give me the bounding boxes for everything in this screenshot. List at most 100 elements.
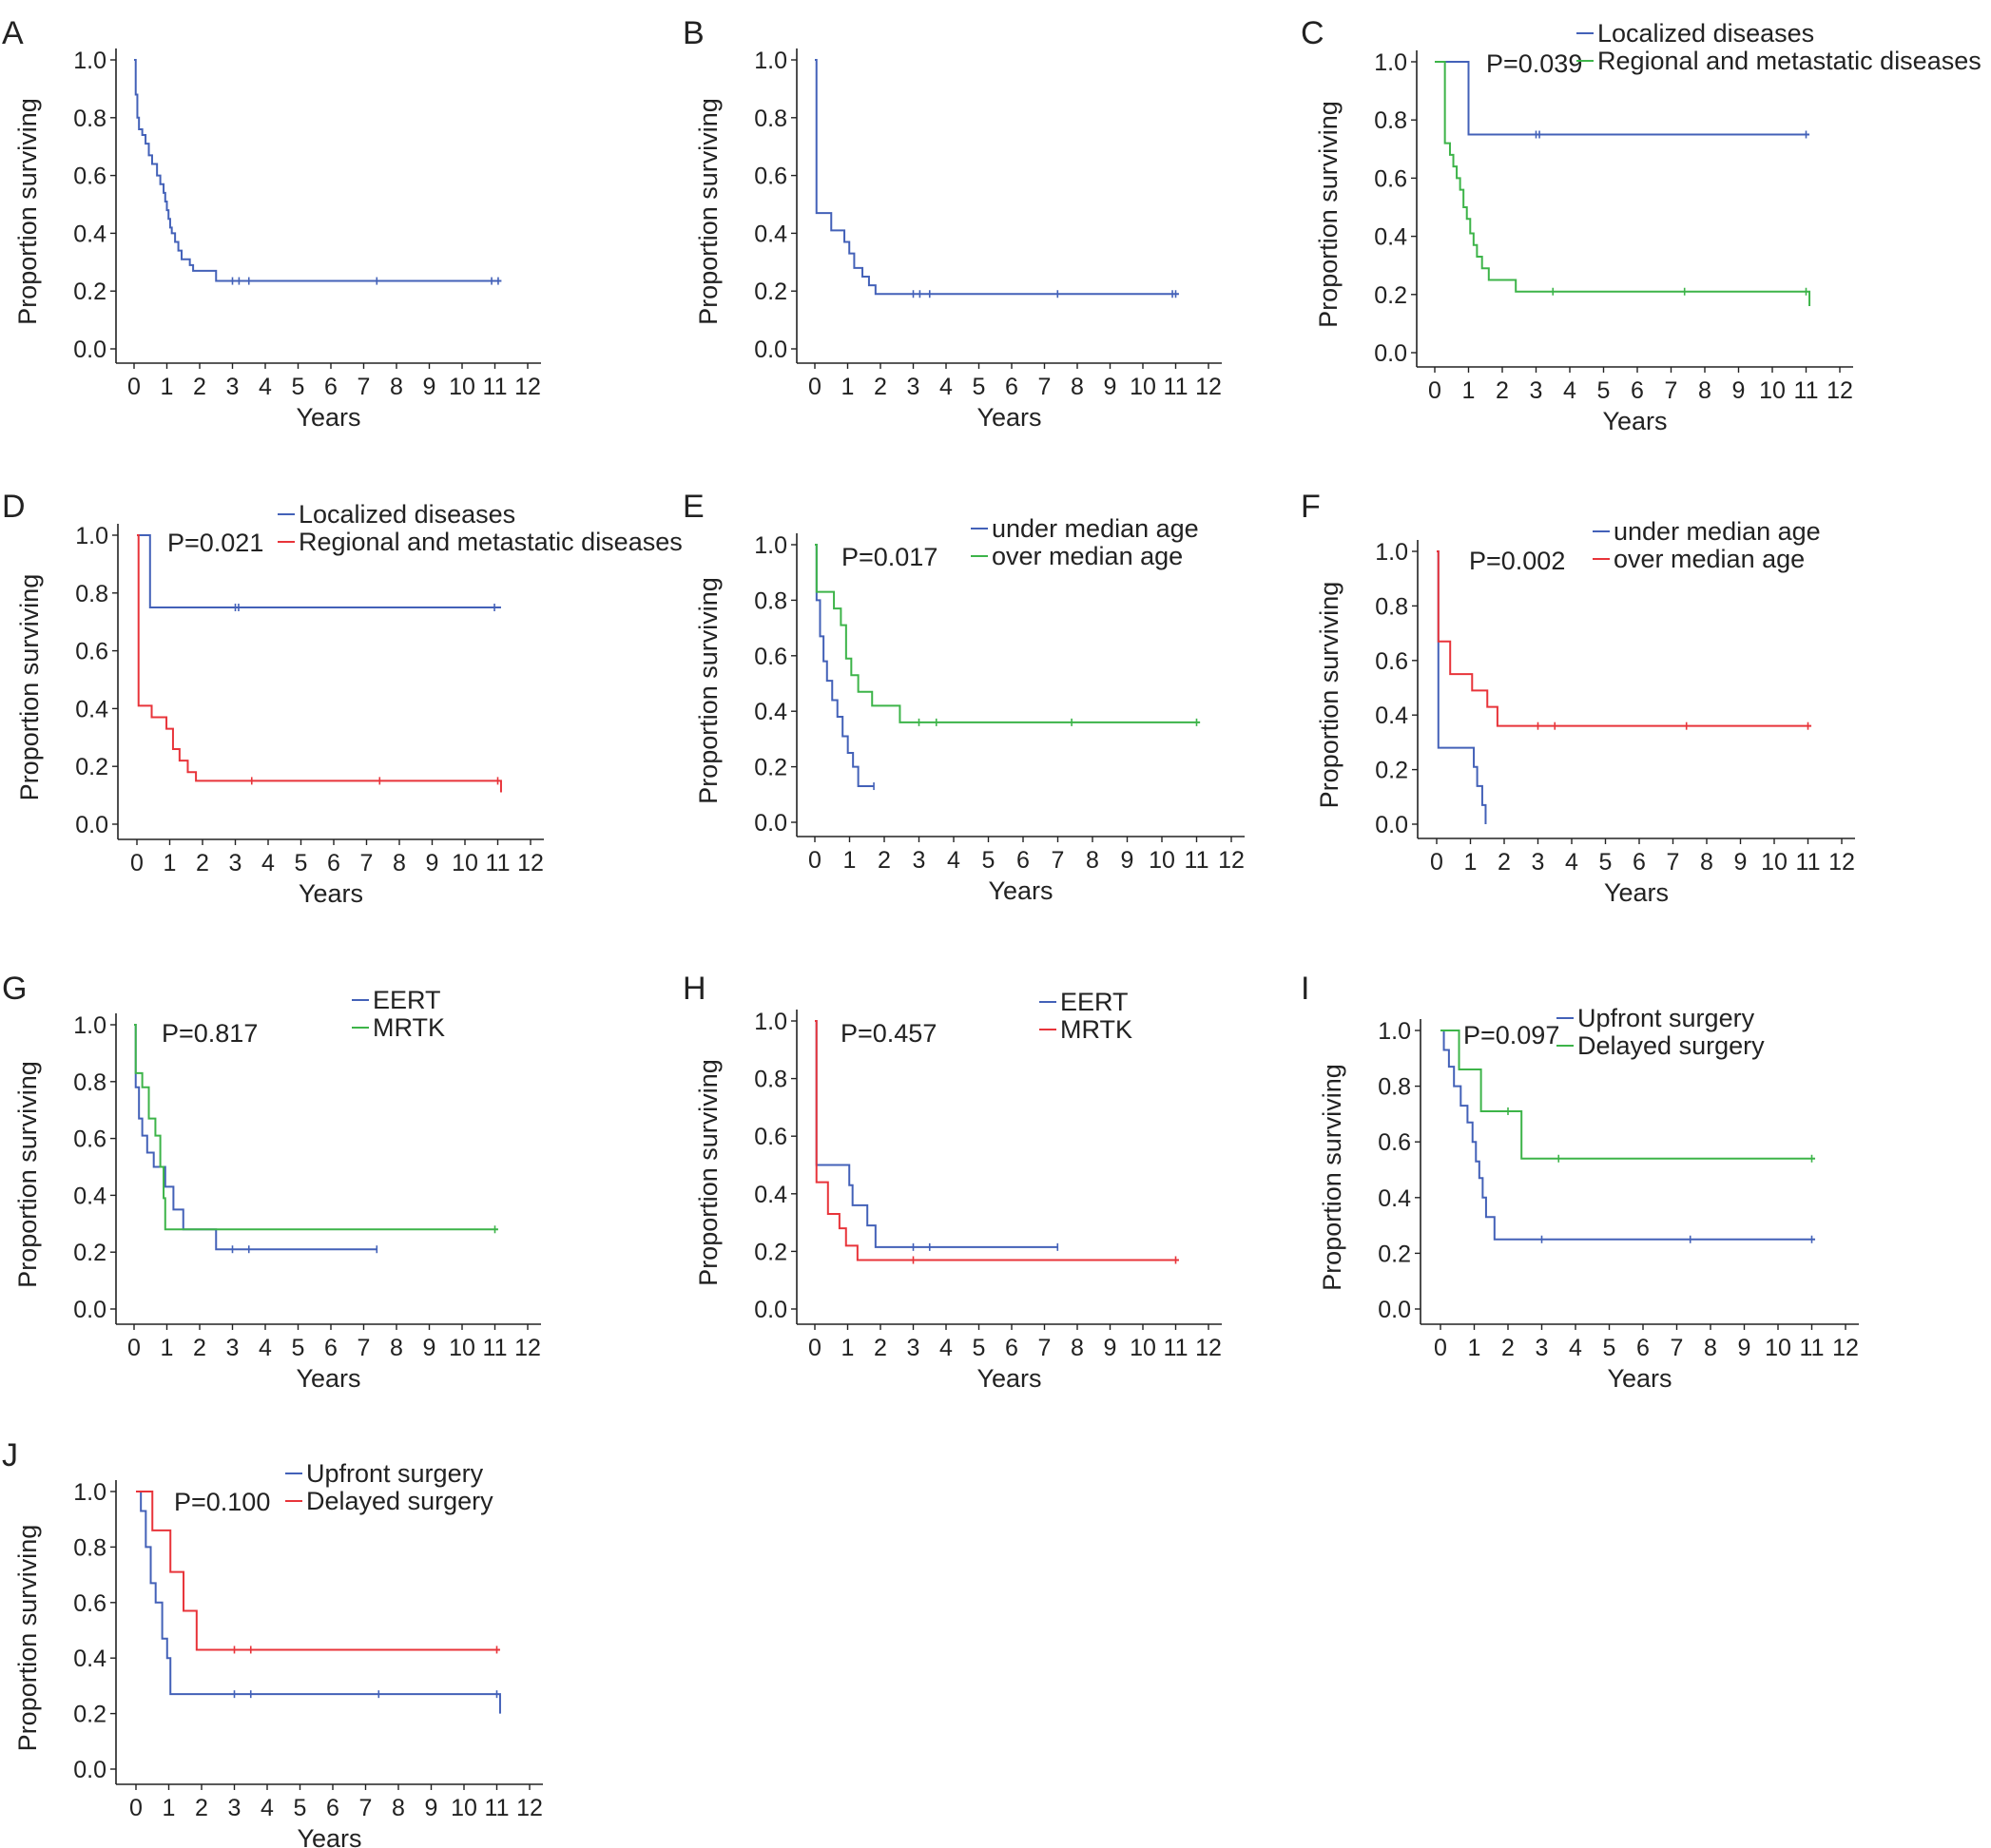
y-tick-label: 0.4	[73, 221, 106, 247]
x-tick-label: 7	[1671, 1335, 1684, 1361]
x-tick-label: 4	[259, 1335, 272, 1361]
x-tick-label: 8	[1086, 847, 1099, 874]
x-axis-label: Years	[296, 1364, 360, 1393]
p-value-label: P=0.817	[162, 1019, 258, 1048]
survival-curve-1	[137, 534, 501, 608]
x-tick-label: 5	[1597, 377, 1611, 404]
x-tick-label: 3	[228, 1795, 242, 1821]
x-tick-label: 1	[1462, 377, 1476, 404]
x-tick-label: 12	[517, 850, 544, 876]
x-tick-label: 2	[874, 374, 887, 400]
panel-letter: D	[2, 489, 26, 525]
x-tick-label: 10	[1149, 847, 1175, 874]
y-axis-label: Proportion surviving	[694, 1059, 723, 1286]
x-tick-label: 3	[226, 1335, 240, 1361]
y-tick-label: 1.0	[73, 48, 106, 74]
x-tick-label: 12	[514, 1335, 541, 1361]
x-tick-label: 0	[129, 1795, 143, 1821]
y-axis-label: Proportion surviving	[13, 1525, 42, 1752]
x-tick-label: 3	[907, 1335, 920, 1361]
chart-panel-i: I0.00.20.40.60.81.00 1 2 3 4 5 6 7 8 9 10 11 12Years…	[1301, 971, 1859, 1393]
x-tick-label: 9	[1104, 374, 1117, 400]
y-tick-label: 0.2	[73, 1702, 106, 1728]
x-tick-label: 6	[1636, 1335, 1650, 1361]
x-tick-label: 5	[973, 374, 986, 400]
y-tick-label: 0.0	[754, 337, 787, 363]
y-tick-label: 0.8	[73, 1069, 106, 1096]
x-axis-label: Years	[1607, 1364, 1672, 1393]
x-tick-label: 2	[1496, 377, 1509, 404]
x-tick-label: 4	[261, 1795, 274, 1821]
x-tick-label: 12	[1195, 374, 1222, 400]
x-tick-label: 4	[947, 847, 960, 874]
x-tick-label: 11	[486, 850, 511, 876]
x-tick-label: 4	[1565, 849, 1578, 876]
x-tick-label: 8	[1071, 374, 1084, 400]
survival-curve-2	[1440, 1030, 1816, 1160]
x-axis-label: Years	[988, 876, 1053, 905]
y-tick-label: 0.4	[75, 696, 108, 722]
x-tick-label: 1	[161, 1335, 174, 1361]
x-tick-label: 9	[423, 1335, 436, 1361]
panel-letter: I	[1301, 971, 1309, 1007]
legend-label: Delayed surgery	[1577, 1031, 1765, 1060]
y-tick-label: 0.0	[754, 1297, 787, 1323]
y-tick-label: 0.2	[1375, 758, 1408, 784]
chart-panel-e: E0.00.20.40.60.81.00 1 2 3 4 5 6 7 8 9 10 11 12Years…	[683, 489, 1245, 905]
legend-label: Upfront surgery	[1577, 1004, 1755, 1032]
x-tick-label: 5	[295, 850, 308, 876]
p-value-label: P=0.021	[167, 529, 263, 557]
legend-label: EERT	[1060, 988, 1129, 1016]
y-tick-label: 0.4	[73, 1183, 106, 1209]
x-tick-label: 8	[1704, 1335, 1717, 1361]
x-tick-label: 0	[808, 847, 822, 874]
x-tick-label: 0	[130, 850, 144, 876]
y-tick-label: 0.4	[754, 1182, 787, 1208]
survival-curve-1	[134, 1024, 377, 1251]
x-axis-label: Years	[1604, 878, 1669, 907]
y-axis-label: Proportion surviving	[1318, 1064, 1346, 1291]
y-tick-label: 0.4	[73, 1646, 106, 1672]
panel-letter: E	[683, 489, 705, 525]
x-tick-label: 6	[327, 850, 340, 876]
y-tick-label: 0.2	[1378, 1241, 1411, 1267]
x-tick-label: 10	[1130, 1335, 1156, 1361]
y-tick-label: 0.8	[1374, 107, 1407, 134]
x-tick-label: 11	[1794, 377, 1819, 404]
y-tick-label: 0.2	[73, 1240, 106, 1266]
y-tick-label: 0.6	[1375, 648, 1408, 675]
chart-panel-a: A0.00.20.40.60.81.00 1 2 3 4 5 6 7 8 9 10 11 12Years…	[2, 15, 541, 432]
legend-label: Localized diseases	[1597, 19, 1814, 48]
x-tick-label: 5	[294, 1795, 307, 1821]
y-tick-label: 0.0	[1374, 340, 1407, 367]
x-tick-label: 4	[1563, 377, 1576, 404]
y-axis-label: Proportion surviving	[1315, 582, 1343, 809]
x-axis-label: Years	[1602, 407, 1667, 435]
x-tick-label: 6	[1005, 374, 1018, 400]
x-tick-label: 11	[483, 1335, 508, 1361]
y-tick-label: 1.0	[1378, 1018, 1411, 1045]
x-tick-label: 9	[1104, 1335, 1117, 1361]
x-tick-label: 6	[324, 374, 338, 400]
chart-panel-f: F0.00.20.40.60.81.00 1 2 3 4 5 6 7 8 9 10 11 12Years…	[1301, 489, 1855, 907]
x-tick-label: 12	[1828, 849, 1855, 876]
y-tick-label: 0.2	[754, 755, 787, 781]
panel-letter: C	[1301, 15, 1324, 51]
x-tick-label: 12	[1218, 847, 1245, 874]
x-tick-label: 9	[426, 850, 439, 876]
panel-letter: H	[683, 971, 706, 1007]
survival-curve-2	[815, 1020, 1179, 1261]
survival-curve-2	[137, 534, 502, 793]
panel-letter: B	[683, 15, 705, 51]
p-value-label: P=0.039	[1486, 49, 1582, 78]
x-tick-label: 10	[1761, 849, 1788, 876]
x-tick-label: 4	[1569, 1335, 1582, 1361]
x-tick-label: 7	[358, 1335, 371, 1361]
x-tick-label: 8	[392, 1795, 405, 1821]
survival-curve-1	[136, 1491, 501, 1714]
x-tick-label: 7	[1665, 377, 1678, 404]
y-tick-label: 0.2	[1374, 282, 1407, 309]
x-tick-label: 8	[390, 374, 403, 400]
y-tick-label: 0.8	[1375, 593, 1408, 620]
legend-label: EERT	[373, 986, 441, 1014]
